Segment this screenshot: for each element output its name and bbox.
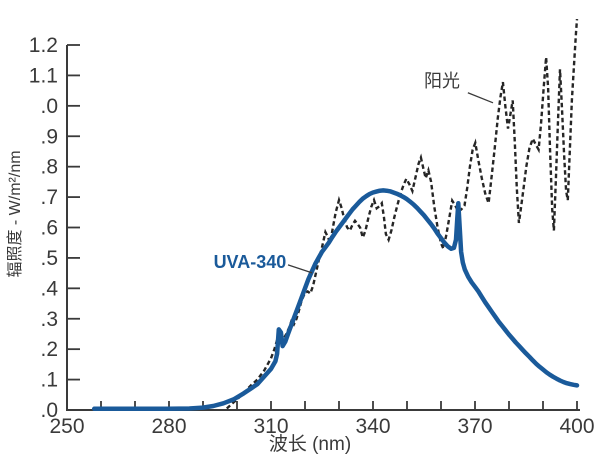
- x-tick-label: 310: [253, 415, 288, 438]
- y-tick-label: .2: [40, 338, 58, 361]
- y-tick-label: .8: [40, 156, 58, 179]
- y-tick-label: 1.1: [29, 64, 58, 87]
- sunlight-leader-line: [467, 92, 494, 104]
- y-tick-label: .1: [40, 369, 58, 392]
- tick-labels: 250 280 310 340 370 400 .0 .1 .2 .3 .4 .5 .6 .7 .8 .9 .0…: [29, 34, 595, 438]
- x-tick-label: 250: [49, 415, 84, 438]
- y-tick-label: .4: [40, 277, 58, 300]
- y-tick-label: .3: [40, 308, 58, 331]
- x-tick-label: 370: [457, 415, 492, 438]
- y-tick-label: 1.2: [29, 34, 58, 57]
- uva-340-leader-line: [287, 264, 313, 274]
- y-tick-label: .0: [40, 95, 58, 118]
- y-tick-label: .7: [40, 186, 58, 209]
- series-curves: [91, 19, 580, 412]
- y-tick-label: .6: [40, 217, 58, 240]
- x-tick-label: 280: [151, 415, 186, 438]
- sunlight-label: 阳光: [424, 71, 460, 91]
- uva-340-label: UVA-340: [214, 252, 287, 272]
- y-tick-label: .5: [40, 247, 58, 270]
- x-axis-title: 波长 (nm): [269, 433, 351, 455]
- axis-spine: [66, 45, 580, 411]
- y-tick-label: .9: [40, 125, 58, 148]
- uva-340-curve: [91, 188, 580, 412]
- x-tick-label: 340: [355, 415, 390, 438]
- x-tick-label: 400: [559, 415, 594, 438]
- annotations: 阳光 UVA-340: [214, 71, 494, 274]
- y-tick-label: .0: [40, 399, 58, 422]
- axes: [66, 44, 580, 411]
- y-axis-title: 辐照度 - W/m²/nm: [6, 150, 24, 277]
